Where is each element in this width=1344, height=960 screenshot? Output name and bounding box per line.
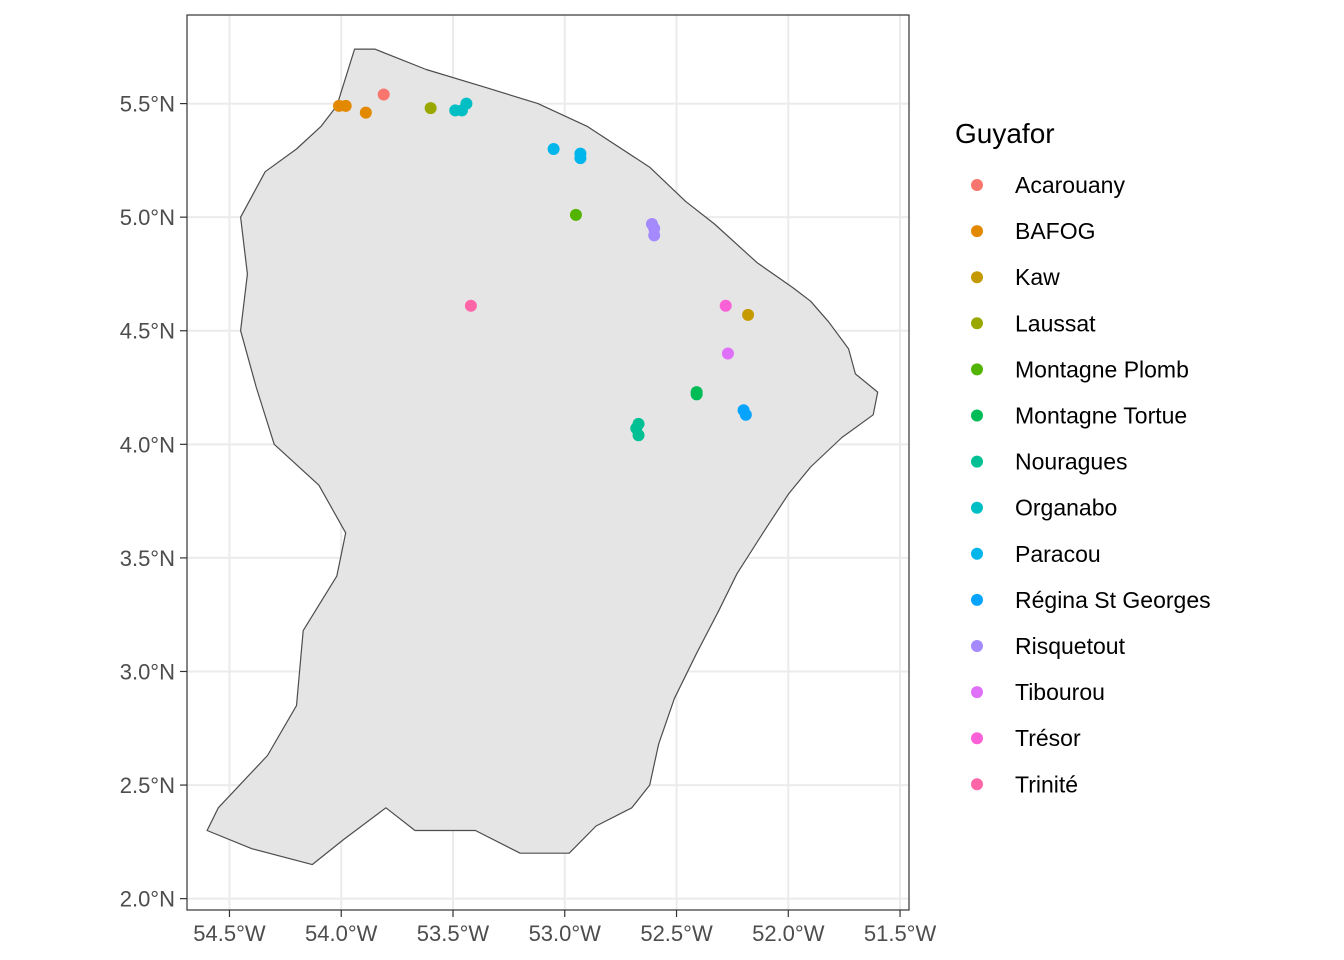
legend-key-1 bbox=[971, 225, 983, 238]
x-tick-label-3: 53.0°W bbox=[529, 921, 602, 946]
point-4-0 bbox=[569, 208, 582, 221]
point-8-2 bbox=[574, 152, 587, 165]
legend-label-9: Régina St Georges bbox=[1015, 587, 1211, 613]
y-tick-label-5: 4.5°N bbox=[120, 319, 175, 344]
legend-label-8: Paracou bbox=[1015, 541, 1101, 567]
legend-label-12: Trésor bbox=[1015, 725, 1081, 751]
y-tick-label-0: 2.0°N bbox=[120, 887, 175, 912]
point-1-2 bbox=[359, 106, 372, 119]
panel-border bbox=[186, 14, 910, 911]
legend-title: Guyafor bbox=[955, 118, 1055, 149]
x-tick-label-2: 53.5°W bbox=[417, 921, 490, 946]
legend-label-13: Trinité bbox=[1015, 771, 1078, 797]
legend-key-6 bbox=[971, 455, 983, 468]
point-1-1 bbox=[339, 99, 352, 112]
legend-label-1: BAFOG bbox=[1015, 218, 1096, 244]
legend-label-7: Organabo bbox=[1015, 495, 1117, 521]
legend-key-4 bbox=[971, 363, 983, 376]
legend-key-7 bbox=[971, 501, 983, 514]
territory-outline bbox=[206, 48, 879, 866]
legend-label-3: Laussat bbox=[1015, 310, 1096, 336]
legend-key-13 bbox=[971, 778, 983, 791]
point-7-2 bbox=[460, 97, 473, 110]
legend-key-8 bbox=[971, 547, 983, 560]
legend-label-5: Montagne Tortue bbox=[1015, 403, 1187, 429]
point-8-0 bbox=[547, 143, 560, 156]
legend-key-3 bbox=[971, 317, 983, 330]
point-0-0 bbox=[377, 88, 390, 101]
point-10-2 bbox=[648, 229, 661, 242]
y-tick-label-2: 3.0°N bbox=[120, 659, 175, 684]
point-3-0 bbox=[424, 102, 437, 115]
legend-label-0: Acarouany bbox=[1015, 172, 1125, 198]
x-tick-label-5: 52.0°W bbox=[752, 921, 825, 946]
point-5-1 bbox=[690, 388, 703, 401]
legend-key-12 bbox=[971, 732, 983, 745]
legend-key-0 bbox=[971, 179, 983, 191]
y-tick-label-3: 3.5°N bbox=[120, 546, 175, 571]
legend-label-10: Risquetout bbox=[1015, 633, 1126, 659]
x-tick-label-1: 54.0°W bbox=[305, 921, 378, 946]
legend-key-10 bbox=[971, 640, 983, 652]
land-layer bbox=[206, 48, 879, 866]
points-layer bbox=[333, 88, 755, 442]
y-tick-label-4: 4.0°N bbox=[120, 432, 175, 457]
legend: Guyafor Acarouany BAFOG Kaw Laussat Montagne… bbox=[955, 118, 1211, 797]
legend-label-2: Kaw bbox=[1015, 264, 1060, 290]
legend-key-2 bbox=[971, 271, 983, 284]
legend-key-5 bbox=[971, 409, 983, 422]
point-2-0 bbox=[742, 308, 755, 321]
legend-key-11 bbox=[971, 686, 983, 699]
legend-key-9 bbox=[971, 593, 983, 606]
point-6-2 bbox=[632, 429, 645, 442]
point-9-1 bbox=[739, 408, 752, 421]
legend-label-4: Montagne Plomb bbox=[1015, 356, 1189, 382]
point-11-0 bbox=[721, 347, 734, 360]
point-13-0 bbox=[464, 299, 477, 312]
axes: 54.5°W 54.0°W 53.5°W 53.0°W 52.5°W 52.0°W 51.5… bbox=[120, 14, 937, 946]
legend-label-6: Nouragues bbox=[1015, 449, 1128, 475]
legend-label-11: Tibourou bbox=[1015, 679, 1105, 705]
x-tick-label-0: 54.5°W bbox=[193, 921, 266, 946]
y-tick-label-7: 5.5°N bbox=[120, 92, 175, 117]
y-tick-label-1: 2.5°N bbox=[120, 773, 175, 798]
point-12-0 bbox=[719, 299, 732, 312]
x-tick-label-6: 51.5°W bbox=[864, 921, 937, 946]
y-tick-label-6: 5.0°N bbox=[120, 205, 175, 230]
x-tick-label-4: 52.5°W bbox=[640, 921, 713, 946]
